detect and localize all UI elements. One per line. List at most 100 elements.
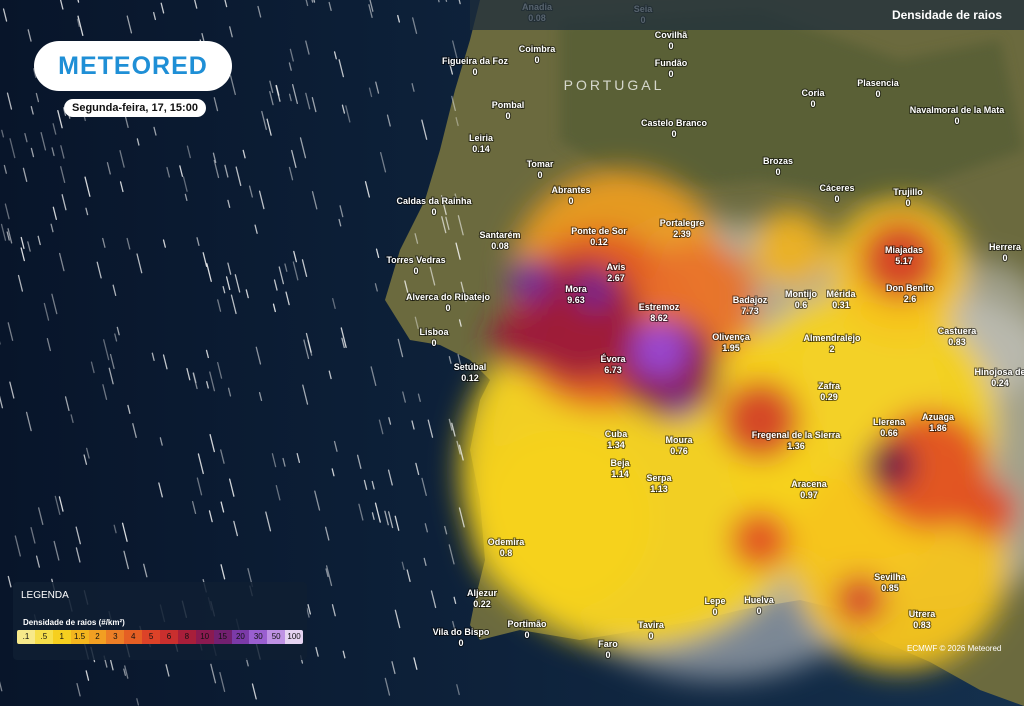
wind-streak (314, 490, 321, 511)
city-name: Portalegre (660, 218, 705, 228)
wind-streak (77, 15, 84, 37)
wind-streak (222, 285, 226, 294)
wind-streak (273, 279, 278, 291)
copyright: ECMWF © 2026 Meteored (907, 644, 1002, 653)
city-value: 1.36 (787, 441, 805, 451)
city-value: 2.39 (673, 229, 691, 239)
wind-streak (153, 126, 157, 136)
city-value: 0 (524, 630, 529, 640)
city-value: 0 (431, 207, 436, 217)
wind-streak (338, 218, 342, 227)
wind-streak (271, 453, 277, 468)
wind-streak (106, 162, 111, 175)
wind-streak (96, 261, 102, 279)
legend-tick: 1 (52, 630, 71, 644)
city-name: Castelo Branco (641, 118, 708, 128)
city-name: Fundão (655, 58, 688, 68)
wind-streak (46, 337, 51, 352)
city-value: 7.73 (741, 306, 759, 316)
wind-streak (421, 119, 428, 140)
wind-streak (136, 138, 140, 146)
city-value: 0.76 (670, 446, 688, 456)
wind-streak (305, 92, 311, 110)
wind-streak (75, 547, 81, 563)
city-name: Avis (607, 262, 626, 272)
legend-tick: 50 (267, 630, 286, 644)
city-name: Cuba (605, 429, 628, 439)
wind-streak (257, 5, 262, 18)
city-value: 0 (668, 69, 673, 79)
wind-streak (17, 274, 24, 292)
city-value: 0 (413, 266, 418, 276)
wind-streak (114, 333, 118, 342)
wind-streak (76, 18, 80, 28)
heat-blob (860, 220, 940, 300)
wind-streak (224, 164, 229, 178)
wind-streak (411, 420, 415, 430)
wind-streak (192, 372, 198, 390)
wind-streak (345, 105, 351, 123)
city-name: Setúbal (454, 362, 487, 372)
city-value: 2.67 (607, 273, 625, 283)
city-value: 0.83 (948, 337, 966, 347)
wind-streak (220, 564, 226, 580)
legend-tick: 20 (231, 630, 250, 644)
wind-streak (456, 440, 461, 455)
wind-streak (182, 176, 188, 192)
city-name: Mérida (826, 289, 856, 299)
wind-streak (0, 395, 4, 409)
wind-streak (445, 216, 450, 231)
wind-streak (6, 92, 13, 110)
wind-streak (1, 129, 5, 138)
wind-streak (76, 682, 81, 697)
heat-blob (960, 480, 1020, 540)
city-value: 0 (534, 55, 539, 65)
wind-streak (208, 510, 213, 523)
wind-streak (85, 207, 89, 216)
wind-streak (341, 104, 346, 114)
wind-streak (272, 303, 276, 313)
city-name: Figueira da Foz (442, 56, 509, 66)
city-name: Serpa (646, 473, 672, 483)
wind-streak (227, 387, 232, 397)
city-name: Covilhã (655, 30, 689, 40)
city-name: Tomar (527, 159, 554, 169)
wind-streak (50, 223, 54, 233)
heat-blob (730, 510, 790, 570)
wind-streak (7, 575, 12, 588)
city-value: 9.63 (567, 295, 585, 305)
wind-streak (411, 83, 415, 92)
city-name: Santarém (479, 230, 520, 240)
wind-streak (184, 193, 188, 202)
wind-streak (22, 167, 28, 182)
land-shade (560, 10, 1024, 200)
wind-streak (430, 590, 437, 609)
city-value: 0.08 (491, 241, 509, 251)
city-name: Abrantes (551, 185, 590, 195)
wind-streak (132, 423, 137, 438)
wind-streak (285, 291, 290, 306)
city-value: 0.12 (590, 237, 608, 247)
city-value: 1.86 (929, 423, 947, 433)
wind-streak (458, 444, 464, 461)
wind-streak (217, 299, 222, 312)
layer-title: Densidade de raios (470, 0, 1024, 30)
city-value: 0 (671, 129, 676, 139)
wind-streak (159, 437, 163, 446)
wind-streak (266, 118, 272, 136)
wind-streak (456, 684, 460, 696)
legend-subtitle: Densidade de raios (#/km²) (23, 618, 125, 627)
wind-streak (429, 266, 436, 286)
wind-streak (315, 646, 319, 657)
legend-scale: .1.5 1 1.5 2 3 4 5 6 8 10 15 20 30 50 100 (17, 630, 303, 644)
legend-tick: 15 (213, 630, 232, 644)
wind-streak (0, 223, 7, 241)
wind-streak (364, 181, 370, 198)
logo[interactable]: METEORED (34, 41, 232, 91)
wind-streak (14, 535, 21, 557)
wind-streak (136, 698, 140, 706)
wind-streak (375, 81, 380, 94)
wind-streak (261, 110, 267, 130)
wind-streak (27, 241, 31, 252)
